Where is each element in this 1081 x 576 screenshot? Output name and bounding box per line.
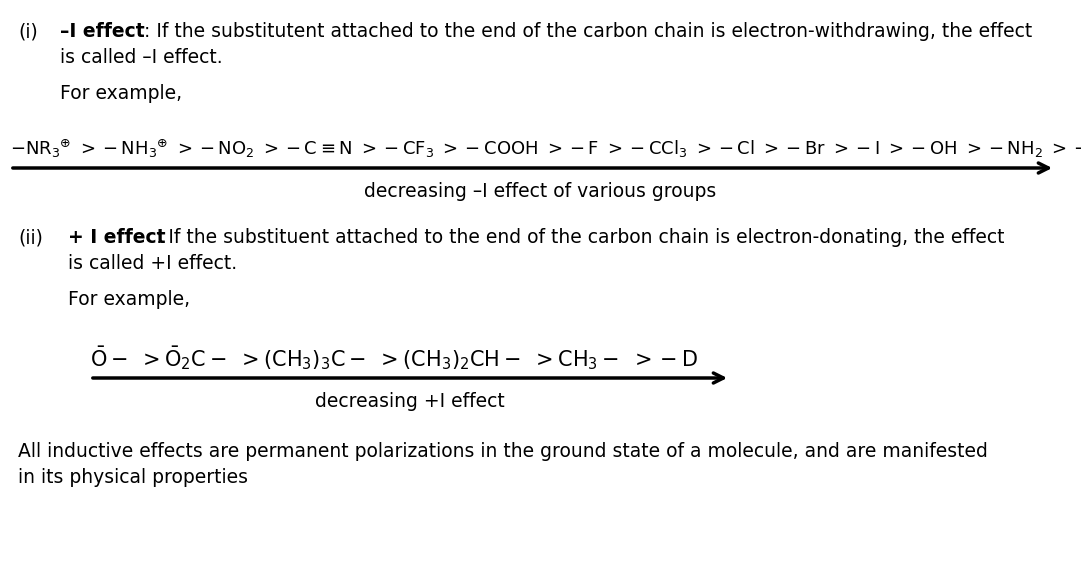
Text: For example,: For example, xyxy=(61,84,182,103)
Text: : If the substitutent attached to the end of the carbon chain is electron-withdr: : If the substitutent attached to the en… xyxy=(138,22,1032,41)
Text: is called +I effect.: is called +I effect. xyxy=(68,254,237,273)
Text: –I effect: –I effect xyxy=(61,22,145,41)
Text: $-\mathrm{NR_3}^{\oplus}$ $> -\mathrm{NH_3}^{\oplus}$ $> -\mathrm{NO_2}$ $> -\ma: $-\mathrm{NR_3}^{\oplus}$ $> -\mathrm{NH… xyxy=(10,138,1081,160)
Text: decreasing –I effect of various groups: decreasing –I effect of various groups xyxy=(364,182,716,201)
Text: in its physical properties: in its physical properties xyxy=(18,468,248,487)
Text: + I effect: + I effect xyxy=(68,228,165,247)
Text: is called –I effect.: is called –I effect. xyxy=(61,48,223,67)
Text: decreasing +I effect: decreasing +I effect xyxy=(316,392,505,411)
Text: For example,: For example, xyxy=(68,290,190,309)
Text: $\bar{\mathrm{O}}-$ $> \bar{\mathrm{O}}_2\mathrm{C}-$ $> (\mathrm{CH}_3)_3\mathr: $\bar{\mathrm{O}}-$ $> \bar{\mathrm{O}}_… xyxy=(90,344,698,372)
Text: All inductive effects are permanent polarizations in the ground state of a molec: All inductive effects are permanent pola… xyxy=(18,442,988,461)
Text: (i): (i) xyxy=(18,22,38,41)
Text: (ii): (ii) xyxy=(18,228,43,247)
Text: : If the substituent attached to the end of the carbon chain is electron-donatin: : If the substituent attached to the end… xyxy=(150,228,1004,247)
